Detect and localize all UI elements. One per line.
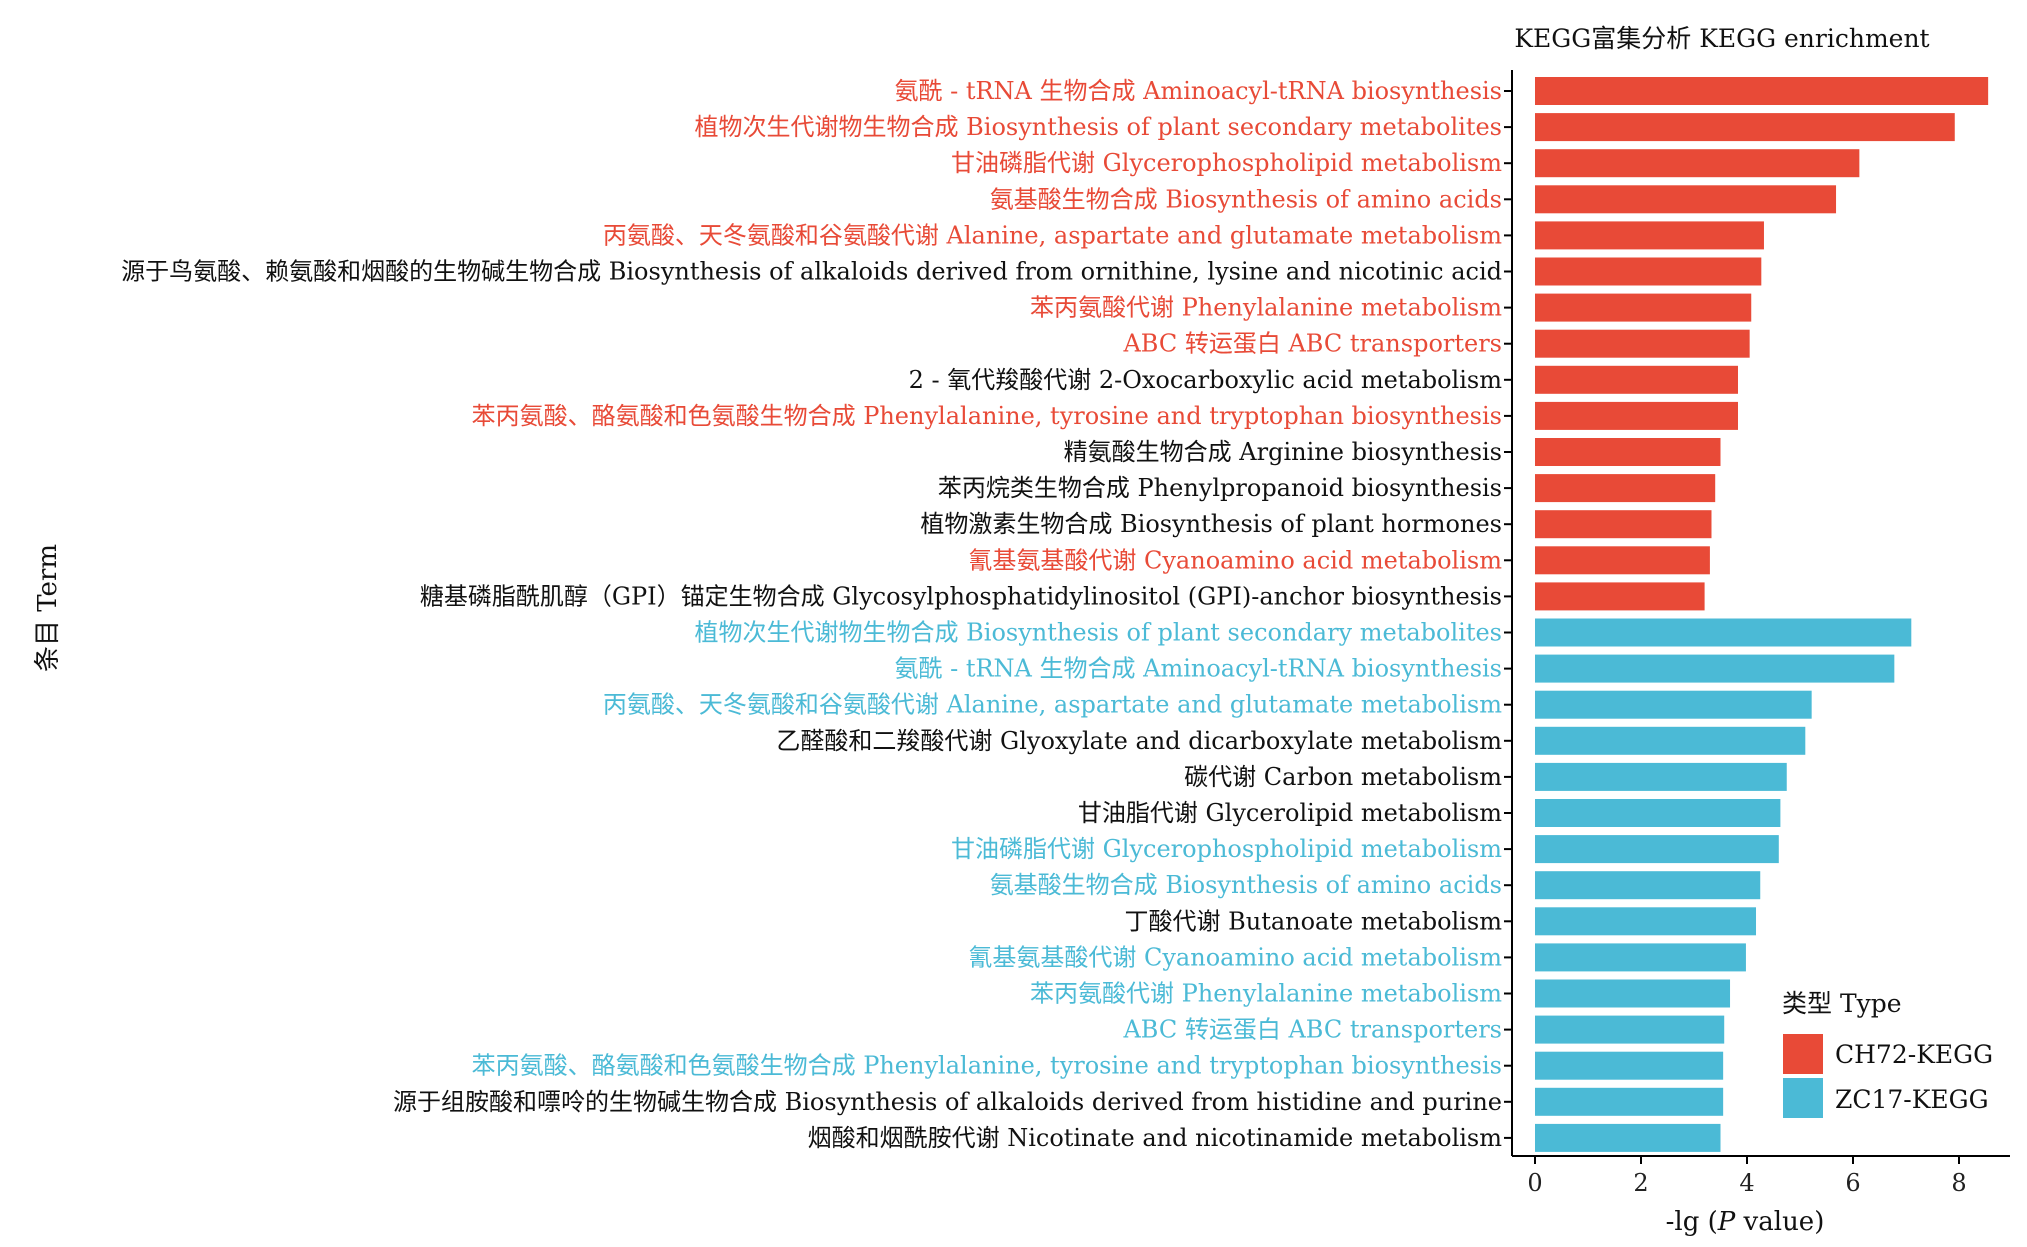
bar-zc17 xyxy=(1535,907,1757,936)
term-label: 2 - 氧代羧酸代谢 2-Oxocarboxylic acid metaboli… xyxy=(909,366,1503,394)
term-label: 植物次生代谢物生物合成 Biosynthesis of plant second… xyxy=(695,113,1502,141)
bar-ch72 xyxy=(1535,257,1762,286)
bar-ch72 xyxy=(1535,113,1955,142)
bar-zc17 xyxy=(1535,943,1746,972)
term-label: ABC 转运蛋白 ABC transporters xyxy=(1122,1016,1502,1044)
bar-ch72 xyxy=(1535,365,1738,394)
bar-zc17 xyxy=(1535,1123,1721,1152)
term-label: 苯丙烷类生物合成 Phenylpropanoid biosynthesis xyxy=(938,474,1502,502)
term-label: 苯丙氨酸、酪氨酸和色氨酸生物合成 Phenylalanine, tyrosine… xyxy=(472,1052,1502,1080)
legend-swatch-ch72 xyxy=(1783,1034,1823,1074)
term-label: 糖基磷脂酰肌醇（GPI）锚定生物合成 Glycosylphosphatidyli… xyxy=(420,582,1502,610)
term-label: 丁酸代谢 Butanoate metabolism xyxy=(1124,907,1502,935)
legend-label-zc17: ZC17-KEGG xyxy=(1835,1085,1989,1114)
bar-zc17 xyxy=(1535,979,1731,1008)
bar-ch72 xyxy=(1535,546,1710,575)
bar-zc17 xyxy=(1535,799,1781,827)
term-label: 氰基氨基酸代谢 Cyanoamino acid metabolism xyxy=(968,546,1502,574)
bar-ch72 xyxy=(1535,221,1764,250)
bar-zc17 xyxy=(1535,618,1912,647)
term-labels-group: 氨酰 - tRNA 生物合成 Aminoacyl-tRNA biosynthes… xyxy=(121,77,1512,1152)
bar-ch72 xyxy=(1535,149,1860,178)
bar-ch72 xyxy=(1535,510,1712,539)
bar-ch72 xyxy=(1535,438,1721,466)
term-label: ABC 转运蛋白 ABC transporters xyxy=(1122,330,1502,358)
bar-zc17 xyxy=(1535,762,1787,791)
y-axis-title: 条目 Term xyxy=(33,544,63,672)
bar-ch72 xyxy=(1535,185,1837,214)
bar-ch72 xyxy=(1535,474,1716,503)
bar-zc17 xyxy=(1535,1087,1724,1116)
bar-zc17 xyxy=(1535,1015,1725,1044)
bar-zc17 xyxy=(1535,654,1895,683)
legend-swatch-zc17 xyxy=(1783,1078,1823,1118)
term-label: 苯丙氨酸、酪氨酸和色氨酸生物合成 Phenylalanine, tyrosine… xyxy=(472,402,1502,430)
x-axis-title-suffix: value) xyxy=(1735,1207,1824,1237)
x-axis: 0 2 4 6 8 xyxy=(1512,1155,2010,1197)
term-label: 氨基酸生物合成 Biosynthesis of amino acids xyxy=(990,185,1502,213)
bar-zc17 xyxy=(1535,690,1812,719)
bar-ch72 xyxy=(1535,401,1738,430)
x-tick-label: 8 xyxy=(1951,1169,1966,1197)
term-label: 丙氨酸、天冬氨酸和谷氨酸代谢 Alanine, aspartate and gl… xyxy=(603,221,1502,249)
term-label: 氨酰 - tRNA 生物合成 Aminoacyl-tRNA biosynthes… xyxy=(894,655,1502,683)
term-label: 碳代谢 Carbon metabolism xyxy=(1184,763,1502,791)
term-label: 植物次生代谢物生物合成 Biosynthesis of plant second… xyxy=(695,619,1502,647)
chart-title: KEGG富集分析 KEGG enrichment xyxy=(1514,24,1929,53)
x-axis-title-italic: P xyxy=(1717,1207,1736,1237)
term-label: 源于组胺酸和嘌呤的生物碱生物合成 Biosynthesis of alkaloi… xyxy=(393,1088,1502,1116)
bar-ch72 xyxy=(1535,582,1705,611)
bar-ch72 xyxy=(1535,77,1989,105)
bar-ch72 xyxy=(1535,329,1750,358)
bar-zc17 xyxy=(1535,726,1806,755)
term-label: 甘油脂代谢 Glycerolipid metabolism xyxy=(1078,799,1502,827)
bar-zc17 xyxy=(1535,835,1779,864)
bars-group xyxy=(1535,77,1989,1152)
bar-zc17 xyxy=(1535,1051,1724,1080)
legend: 类型 Type CH72-KEGG ZC17-KEGG xyxy=(1782,989,1993,1118)
term-label: 源于鸟氨酸、赖氨酸和烟酸的生物碱生物合成 Biosynthesis of alk… xyxy=(121,258,1502,286)
bar-ch72 xyxy=(1535,293,1752,322)
x-tick-label: 2 xyxy=(1633,1169,1648,1197)
x-axis-title-prefix: -lg ( xyxy=(1666,1207,1718,1237)
term-label: 植物激素生物合成 Biosynthesis of plant hormones xyxy=(920,510,1502,538)
term-label: 氨酰 - tRNA 生物合成 Aminoacyl-tRNA biosynthes… xyxy=(894,77,1502,105)
x-tick-label: 4 xyxy=(1739,1169,1754,1197)
term-label: 甘油磷脂代谢 Glycerophospholipid metabolism xyxy=(951,835,1502,863)
term-label: 乙醛酸和二羧酸代谢 Glyoxylate and dicarboxylate m… xyxy=(776,727,1502,755)
term-label: 苯丙氨酸代谢 Phenylalanine metabolism xyxy=(1030,980,1502,1008)
term-label: 氨基酸生物合成 Biosynthesis of amino acids xyxy=(990,871,1502,899)
bar-zc17 xyxy=(1535,871,1761,900)
x-tick-label: 0 xyxy=(1527,1169,1542,1197)
term-label: 甘油磷脂代谢 Glycerophospholipid metabolism xyxy=(951,149,1502,177)
term-label: 烟酸和烟酰胺代谢 Nicotinate and nicotinamide met… xyxy=(808,1124,1503,1152)
term-label: 丙氨酸、天冬氨酸和谷氨酸代谢 Alanine, aspartate and gl… xyxy=(603,691,1502,719)
term-label: 苯丙氨酸代谢 Phenylalanine metabolism xyxy=(1030,294,1502,322)
term-label: 精氨酸生物合成 Arginine biosynthesis xyxy=(1064,438,1502,466)
legend-label-ch72: CH72-KEGG xyxy=(1835,1040,1993,1069)
x-axis-title: -lg (P value) xyxy=(1666,1207,1825,1237)
x-tick-label: 6 xyxy=(1845,1169,1860,1197)
legend-title: 类型 Type xyxy=(1782,989,1902,1018)
term-label: 氰基氨基酸代谢 Cyanoamino acid metabolism xyxy=(968,943,1502,971)
